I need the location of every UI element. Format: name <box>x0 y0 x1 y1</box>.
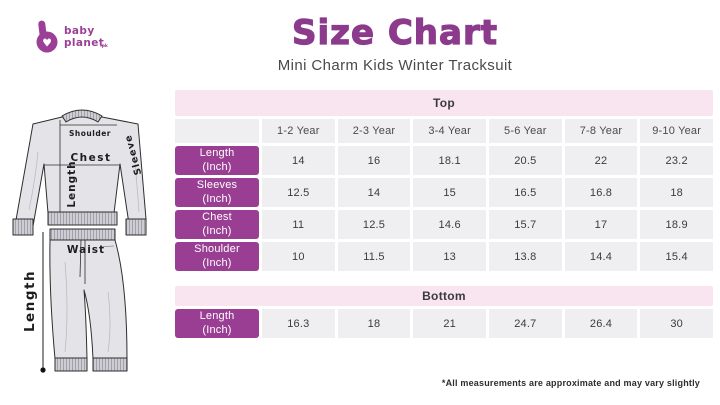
footnote: *All measurements are approximate and ma… <box>441 378 700 388</box>
pants-illustration <box>49 228 128 372</box>
row-label-text: Length <box>199 147 235 160</box>
table-corner-cell <box>175 119 259 143</box>
size-value: 18 <box>337 309 411 338</box>
row-label-text: Length <box>199 310 235 323</box>
size-value: 14.4 <box>564 242 638 271</box>
size-value: 18 <box>640 178 713 207</box>
diagram-label-shoulder: Shoulder <box>69 129 111 138</box>
diagram-label-waist: Waist <box>67 244 105 256</box>
size-value: 14 <box>337 178 411 207</box>
size-value: 23.2 <box>640 146 713 175</box>
column-header: 1-2 Year <box>262 119 335 143</box>
size-value: 18.9 <box>640 210 713 239</box>
size-value: 16.8 <box>564 178 638 207</box>
size-value: 24.7 <box>488 309 562 338</box>
size-value: 11.5 <box>337 242 411 271</box>
size-value: 30 <box>640 309 713 338</box>
brand-logo: ♥ baby planet .pk <box>36 20 109 53</box>
row-label-text: Chest <box>202 211 232 224</box>
size-value: 15.7 <box>488 210 562 239</box>
table-row: Chest (Inch) 11 12.5 14.6 15.7 17 18.9 <box>175 210 713 239</box>
size-tables: Top 1-2 Year 2-3 Year 3-4 Year 5-6 Year 7-8 … <box>175 90 713 388</box>
pants-length-measure-line <box>40 232 46 373</box>
size-value: 12.5 <box>337 210 411 239</box>
size-value: 12.5 <box>262 178 335 207</box>
column-header: 2-3 Year <box>337 119 411 143</box>
row-label: Length (Inch) <box>175 146 259 175</box>
row-label-unit: (Inch) <box>202 224 232 237</box>
sweatshirt-illustration <box>12 109 147 236</box>
size-value: 16.3 <box>262 309 335 338</box>
size-value: 16.5 <box>488 178 562 207</box>
page-title: Size Chart <box>291 13 498 53</box>
table-row: Length (Inch) 16.3 18 21 24.7 26.4 30 <box>175 309 713 338</box>
size-value: 13 <box>413 242 486 271</box>
row-label: Sleeves (Inch) <box>175 178 259 207</box>
size-value: 15 <box>413 178 486 207</box>
logo-text-line2: planet <box>64 37 104 49</box>
header-block: Size Chart Mini Charm Kids Winter Tracks… <box>80 13 710 74</box>
row-label-unit: (Inch) <box>202 160 232 173</box>
table-row: Sleeves (Inch) 12.5 14 15 16.5 16.8 18 <box>175 178 713 207</box>
column-header: 9-10 Year <box>640 119 713 143</box>
row-label-unit: (Inch) <box>202 256 232 269</box>
row-label: Chest (Inch) <box>175 210 259 239</box>
size-table-bottom: Length (Inch) 16.3 18 21 24.7 26.4 30 <box>175 309 713 338</box>
size-value: 26.4 <box>564 309 638 338</box>
size-value: 18.1 <box>413 146 486 175</box>
row-label-unit: (Inch) <box>202 192 232 205</box>
logo-text-suffix: .pk <box>100 43 109 49</box>
size-value: 16 <box>337 146 411 175</box>
size-value: 22 <box>564 146 638 175</box>
size-value: 21 <box>413 309 486 338</box>
column-header: 5-6 Year <box>488 119 562 143</box>
size-value: 17 <box>564 210 638 239</box>
row-label-unit: (Inch) <box>202 323 232 336</box>
size-value: 20.5 <box>488 146 562 175</box>
size-value: 15.4 <box>640 242 713 271</box>
column-header-row: 1-2 Year 2-3 Year 3-4 Year 5-6 Year 7-8 Year… <box>175 119 713 143</box>
table-row: Shoulder (Inch) 10 11.5 13 13.8 14.4 15.4 <box>175 242 713 271</box>
row-label: Shoulder (Inch) <box>175 242 259 271</box>
size-value: 10 <box>262 242 335 271</box>
section-title-top: Top <box>433 96 455 110</box>
column-header: 3-4 Year <box>413 119 486 143</box>
column-header: 7-8 Year <box>564 119 638 143</box>
size-table-top: 1-2 Year 2-3 Year 3-4 Year 5-6 Year 7-8 Year… <box>175 119 713 271</box>
size-value: 11 <box>262 210 335 239</box>
section-header-top: Top <box>175 90 713 116</box>
size-value: 13.8 <box>488 242 562 271</box>
section-header-bottom: Bottom <box>175 286 713 306</box>
tracksuit-diagram: Shoulder Chest Length Sleeve Waist Lengt… <box>12 109 147 373</box>
heart-icon: ♥ <box>42 37 52 50</box>
row-label: Length (Inch) <box>175 309 259 338</box>
diagram-label-chest: Chest <box>70 152 111 164</box>
diagram-label-length-bottom: Length <box>22 270 38 332</box>
logo-text-line1: baby <box>64 25 95 37</box>
row-label-text: Shoulder <box>194 243 240 256</box>
section-title-bottom: Bottom <box>422 289 466 303</box>
page-subtitle: Mini Charm Kids Winter Tracksuit <box>277 56 513 74</box>
baby-planet-logo-icon: ♥ <box>36 20 58 53</box>
size-value: 14.6 <box>413 210 486 239</box>
size-value: 14 <box>262 146 335 175</box>
table-row: Length (Inch) 14 16 18.1 20.5 22 23.2 <box>175 146 713 175</box>
row-label-text: Sleeves <box>196 179 238 192</box>
diagram-label-length-top: Length <box>66 160 78 207</box>
